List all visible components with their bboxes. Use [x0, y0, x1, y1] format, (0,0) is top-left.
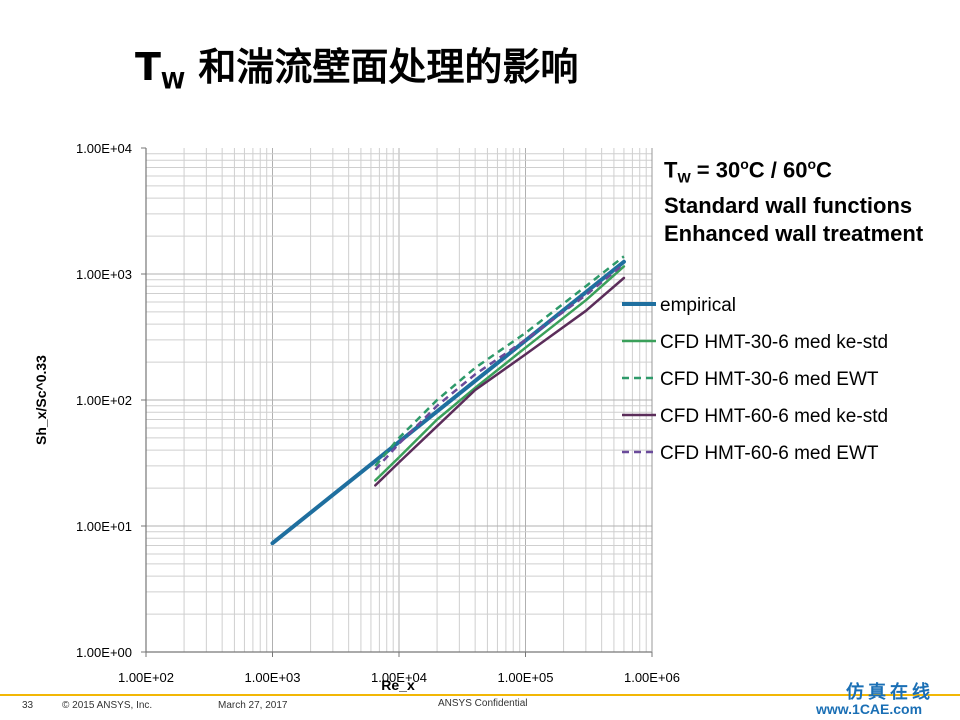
annotation-line1: TW = 30oC / 60oC	[664, 150, 923, 192]
series-line-4	[374, 276, 626, 487]
legend-label-5: CFD HMT-60-6 med EWT	[660, 443, 879, 464]
title-main: T	[135, 45, 161, 89]
annotation-30: = 30	[690, 157, 741, 183]
slide-title: TW 和湍流壁面处理的影响	[135, 36, 578, 95]
x-axis-title: Re_x	[381, 677, 415, 693]
legend-label-1: empirical	[660, 295, 736, 316]
footer-divider	[0, 694, 960, 696]
series-line-3	[374, 255, 625, 467]
chart-annotation: TW = 30oC / 60oC Standard wall functions…	[664, 150, 923, 248]
y-tick-label: 1.00E+02	[76, 393, 132, 408]
x-tick-label: 1.00E+02	[118, 670, 174, 685]
footer-date: March 27, 2017	[218, 700, 288, 711]
x-tick-label: 1.00E+06	[624, 670, 680, 685]
x-tick-label: 1.00E+03	[244, 670, 300, 685]
annotation-60: C / 60	[748, 157, 808, 183]
annotation-deg2: o	[807, 156, 817, 172]
y-tick-label: 1.00E+03	[76, 267, 132, 282]
annotation-c: C	[816, 157, 832, 183]
legend-label-3: CFD HMT-30-6 med EWT	[660, 369, 879, 390]
series-line-2	[374, 265, 626, 482]
annotation-t: T	[664, 157, 678, 183]
annotation-line3: Enhanced wall treatment	[664, 220, 924, 246]
copyright: © 2015 ANSYS, Inc.	[62, 700, 153, 711]
series-line-1	[270, 259, 626, 546]
y-axis-title: Sh_x/Sc^0.33	[33, 355, 49, 445]
annotation-line2: Standard wall functions	[664, 192, 913, 218]
x-tick-label: 1.00E+05	[497, 670, 553, 685]
brand-logo-cn: 仿真在线	[846, 682, 934, 703]
title-subscript: W	[160, 69, 186, 95]
annotation-deg1: o	[740, 156, 749, 172]
y-tick-label: 1.00E+00	[76, 645, 132, 660]
brand-logo-url: www.1CAE.com	[816, 701, 923, 717]
legend-label-2: CFD HMT-30-6 med ke-std	[660, 332, 888, 353]
x-tick-label: 1.00E+04	[371, 670, 427, 685]
confidential-label: ANSYS Confidential	[438, 698, 528, 709]
annotation-w: W	[677, 169, 691, 186]
page-number: 33	[22, 700, 34, 711]
y-tick-label: 1.00E+01	[76, 519, 132, 534]
legend-label-4: CFD HMT-60-6 med ke-std	[660, 406, 888, 427]
title-rest: 和湍流壁面处理的影响	[185, 45, 579, 89]
series-line-5	[374, 263, 625, 471]
y-tick-label: 1.00E+04	[76, 141, 132, 156]
